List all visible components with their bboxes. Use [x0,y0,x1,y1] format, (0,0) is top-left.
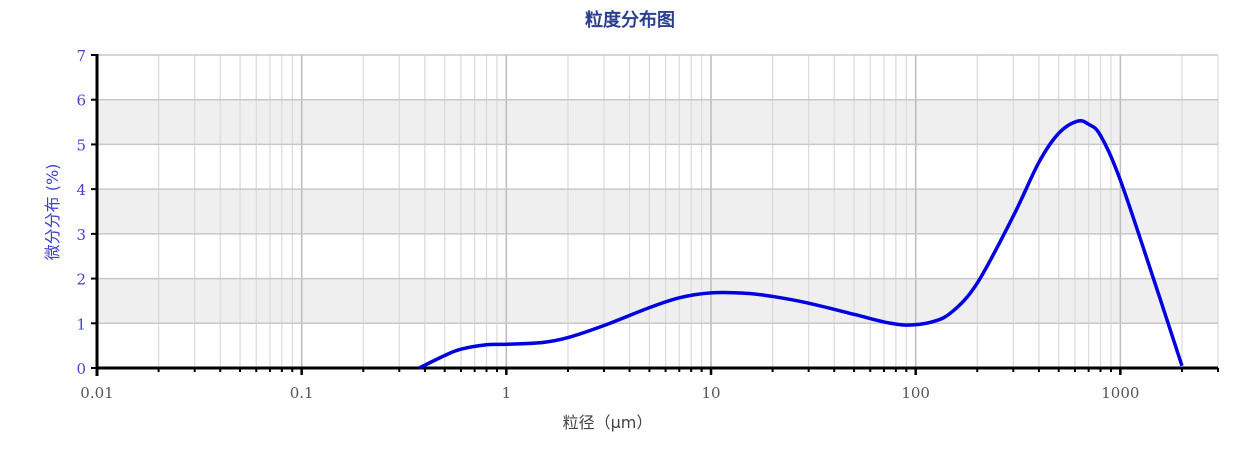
x-axis-label: 粒径（μm） [563,413,653,432]
y-tick-label: 1 [76,315,86,333]
distribution-line [418,118,1184,370]
chart-title: 粒度分布图 [585,10,675,31]
y-tick-label: 6 [76,92,86,110]
x-tick-label: 0.1 [290,384,314,402]
x-tick-label: 10 [701,384,720,402]
x-tick-label: 100 [901,384,930,402]
y-tick-label: 2 [76,271,86,289]
shaded-band [97,99,1218,145]
y-tick-label: 7 [76,47,86,65]
y-tick-label: 5 [76,136,86,154]
y-tick-label: 0 [76,360,86,378]
x-tick-label: 0.01 [80,384,113,402]
shaded-band [97,278,1218,324]
y-tick-label: 4 [76,181,86,199]
x-tick-label: 1000 [1101,384,1139,402]
shaded-band [97,189,1218,234]
y-axis-label: 微分分布 (%) [43,164,62,261]
x-tick-label: 1 [502,384,512,402]
y-tick-label: 3 [76,226,86,244]
